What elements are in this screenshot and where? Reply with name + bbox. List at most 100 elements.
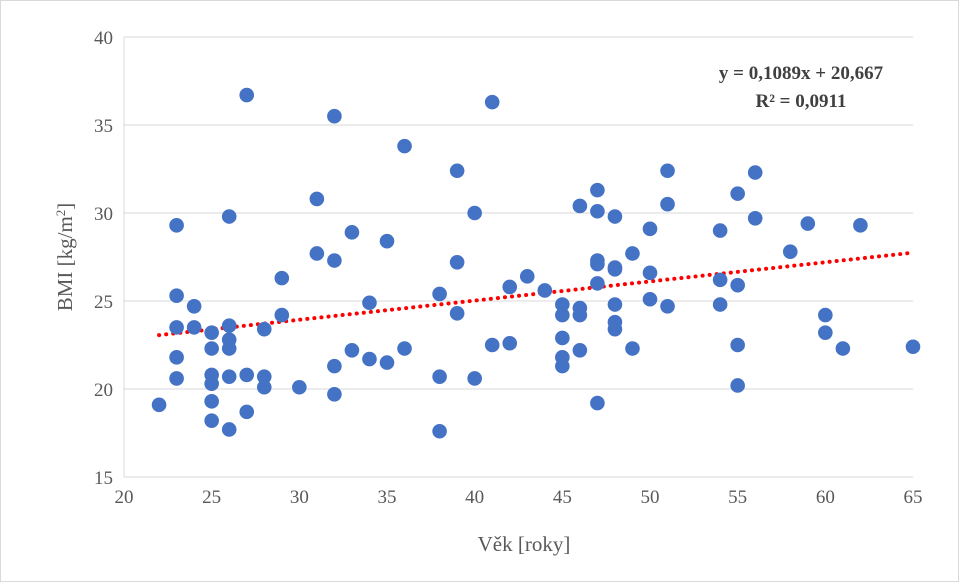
data-point (572, 342, 588, 358)
data-point (467, 371, 482, 386)
data-point (607, 321, 623, 337)
data-point (484, 337, 500, 353)
data-point (853, 218, 868, 233)
data-point (660, 196, 675, 212)
x-tick-label: 35 (378, 487, 397, 508)
data-point (625, 246, 640, 261)
data-point (537, 283, 553, 298)
data-point (590, 276, 605, 291)
trendline-equation: y = 0,1089x + 20,667 (719, 63, 884, 84)
data-point (590, 182, 605, 198)
data-point (555, 297, 570, 312)
data-point (274, 307, 290, 323)
data-point (204, 341, 219, 356)
data-point (555, 307, 570, 323)
data-point (642, 221, 658, 237)
data-point (344, 225, 360, 240)
data-point (555, 330, 570, 346)
data-point (590, 395, 605, 411)
data-point (712, 297, 728, 312)
y-tick-label: 25 (94, 292, 113, 313)
x-tick-label: 60 (816, 487, 835, 508)
data-point (642, 265, 658, 281)
data-point (730, 337, 745, 353)
data-point (660, 163, 675, 179)
data-point (449, 254, 465, 270)
data-point (712, 272, 728, 288)
data-point (467, 205, 482, 221)
x-tick-label: 65 (904, 487, 923, 508)
data-point (607, 262, 623, 277)
y-axis-title: BMI [kg/m2] (53, 203, 78, 312)
data-point (256, 321, 272, 337)
data-point (327, 253, 342, 268)
data-point (818, 307, 833, 323)
data-point (782, 244, 798, 260)
data-point (800, 216, 816, 231)
data-point (730, 277, 745, 293)
data-point (712, 223, 728, 238)
data-point (239, 367, 255, 383)
data-point (519, 269, 535, 284)
data-point (239, 404, 255, 420)
data-point (256, 379, 272, 395)
data-point (660, 298, 675, 314)
data-point (835, 341, 851, 356)
x-tick-label: 50 (641, 487, 660, 508)
data-point (169, 371, 184, 386)
data-point (204, 413, 219, 428)
data-point (274, 270, 290, 286)
data-point (432, 369, 447, 384)
y-tick-label: 15 (94, 468, 113, 489)
data-point (642, 291, 658, 307)
data-point (397, 138, 412, 154)
data-point (397, 341, 412, 356)
r-squared-label: R² = 0,0911 (756, 91, 847, 112)
data-point (572, 307, 588, 323)
data-point (327, 358, 342, 374)
data-point (747, 210, 763, 226)
data-point (590, 256, 605, 272)
x-tick-label: 40 (465, 487, 484, 508)
data-point (590, 203, 605, 219)
x-tick-label: 45 (553, 487, 572, 508)
data-point (449, 306, 465, 321)
trendline (157, 250, 915, 338)
data-point (905, 339, 921, 355)
data-point (432, 286, 447, 302)
y-tick-label: 35 (94, 116, 113, 137)
data-point (555, 358, 570, 374)
x-tick-label: 30 (290, 487, 309, 508)
data-point (484, 94, 500, 110)
data-point (572, 198, 588, 214)
data-point (221, 318, 237, 333)
data-point (309, 246, 325, 261)
data-point (204, 394, 219, 409)
data-point (502, 279, 518, 295)
x-tick-label: 20 (115, 487, 134, 508)
data-point (432, 423, 447, 439)
data-point (186, 320, 202, 335)
data-point (607, 297, 623, 312)
data-point (204, 325, 219, 340)
data-point (625, 341, 640, 356)
data-point (309, 191, 325, 207)
data-points (151, 87, 921, 439)
y-tick-label: 20 (94, 380, 113, 401)
y-tick-label: 30 (94, 204, 113, 225)
trendline-layer (157, 250, 915, 338)
data-point (327, 108, 342, 124)
data-point (221, 422, 237, 437)
data-point (221, 341, 237, 356)
data-point (169, 218, 184, 233)
data-point (221, 369, 237, 384)
data-point (221, 209, 237, 224)
data-point (747, 165, 763, 180)
data-point (379, 233, 395, 249)
data-point (169, 288, 184, 304)
data-point (379, 355, 395, 370)
y-tick-label: 40 (94, 28, 113, 49)
data-point (730, 378, 745, 393)
